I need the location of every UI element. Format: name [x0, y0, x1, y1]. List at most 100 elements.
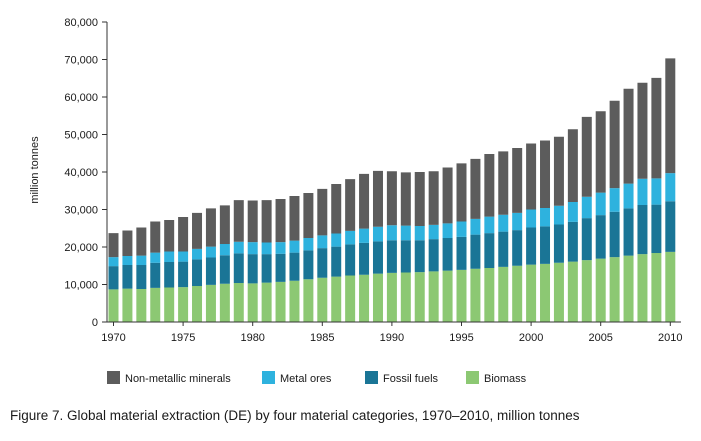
bar-segment-fossil-fuels-2010: [665, 201, 676, 252]
bar-segment-biomass-1986: [331, 276, 342, 323]
bar-segment-biomass-1993: [428, 271, 439, 323]
bar-segment-non-metallic-minerals-1998: [498, 151, 509, 215]
bar-segment-metal-ores-1979: [233, 241, 244, 254]
bar-segment-non-metallic-minerals-2001: [540, 140, 551, 208]
bar-segment-metal-ores-2010: [665, 173, 676, 202]
bar-segment-fossil-fuels-1999: [512, 230, 523, 266]
bar-segment-fossil-fuels-1974: [164, 262, 175, 288]
bar-segment-non-metallic-minerals-1976: [192, 212, 203, 249]
bar-segment-metal-ores-1971: [122, 256, 133, 265]
bar-segment-fossil-fuels-1970: [108, 266, 119, 290]
legend-label-biomass: Biomass: [484, 373, 527, 385]
figure-caption: Figure 7. Global material extraction (DE…: [10, 408, 580, 423]
bar-segment-biomass-1975: [178, 287, 189, 323]
y-tick-label: 80,000: [64, 17, 98, 29]
bar-segment-fossil-fuels-1985: [317, 248, 328, 278]
bar-segment-non-metallic-minerals-1970: [108, 233, 119, 258]
bar-segment-metal-ores-1982: [275, 242, 286, 254]
bar-segment-metal-ores-2009: [651, 178, 662, 205]
legend-label-fossil-fuels: Fossil fuels: [383, 373, 439, 385]
x-tick-label: 1970: [101, 332, 125, 344]
bar-segment-non-metallic-minerals-1972: [136, 227, 147, 256]
y-axis-title: million tonnes: [29, 136, 41, 204]
bar-segment-fossil-fuels-1987: [345, 244, 356, 276]
bar-segment-non-metallic-minerals-2010: [665, 58, 676, 174]
bar-segment-metal-ores-2003: [567, 202, 578, 222]
bar-segment-biomass-1998: [498, 266, 509, 323]
bar-segment-biomass-1976: [192, 286, 203, 322]
bar-segment-biomass-1992: [414, 272, 425, 323]
bar-segment-non-metallic-minerals-2000: [526, 143, 537, 210]
bar-segment-biomass-1981: [261, 282, 272, 323]
bar-segment-biomass-1983: [289, 280, 300, 322]
bar-segment-non-metallic-minerals-1990: [386, 171, 397, 226]
bar-segment-metal-ores-1976: [192, 248, 203, 260]
bar-segment-biomass-2002: [553, 262, 564, 322]
bar-segment-metal-ores-1984: [303, 238, 314, 251]
bar-segment-non-metallic-minerals-1999: [512, 148, 523, 213]
bar-segment-fossil-fuels-1984: [303, 250, 314, 280]
bar-segment-metal-ores-1975: [178, 251, 189, 262]
bar-segment-fossil-fuels-1995: [456, 236, 467, 270]
bar-segment-fossil-fuels-2005: [595, 215, 606, 259]
bar-segment-fossil-fuels-1979: [233, 253, 244, 284]
bar-segment-biomass-2006: [609, 257, 620, 323]
bar-segment-non-metallic-minerals-1978: [219, 205, 230, 245]
chart: million tonnes 0 10,000 20,000 30,000 40,000…: [29, 17, 683, 385]
bar-segment-biomass-1979: [233, 283, 244, 322]
bar-segment-fossil-fuels-1997: [484, 233, 495, 269]
bar-segment-biomass-1973: [150, 287, 161, 323]
y-tick-label: 40,000: [64, 167, 98, 179]
bar-segment-metal-ores-1993: [428, 224, 439, 240]
bar-segment-non-metallic-minerals-1985: [317, 188, 328, 236]
bar-segment-fossil-fuels-2008: [637, 205, 648, 255]
bar-segment-biomass-2005: [595, 258, 606, 323]
bar-segment-biomass-1985: [317, 277, 328, 322]
bar-segment-non-metallic-minerals-1994: [442, 167, 453, 224]
bar-segment-fossil-fuels-2006: [609, 211, 620, 258]
y-tick-label: 70,000: [64, 55, 98, 67]
bar-segment-metal-ores-1981: [261, 242, 272, 255]
x-tick-label: 1985: [310, 332, 334, 344]
bar-segment-metal-ores-2008: [637, 178, 648, 205]
bar-segment-biomass-2009: [651, 253, 662, 322]
bar-segment-non-metallic-minerals-1974: [164, 220, 175, 252]
bar-segment-fossil-fuels-1983: [289, 252, 300, 281]
bar-segment-non-metallic-minerals-2009: [651, 77, 662, 179]
bar-segment-metal-ores-2005: [595, 192, 606, 216]
bar-segment-fossil-fuels-2000: [526, 227, 537, 265]
bar-segment-fossil-fuels-1976: [192, 259, 203, 287]
y-tick-label: 0: [92, 317, 98, 329]
bar-segment-non-metallic-minerals-2008: [637, 82, 648, 179]
bar-segment-biomass-1974: [164, 287, 175, 322]
bar-segment-metal-ores-1990: [386, 225, 397, 241]
bar-segment-fossil-fuels-1992: [414, 240, 425, 273]
bar-segment-non-metallic-minerals-1971: [122, 230, 133, 256]
bar-segment-biomass-1989: [372, 273, 383, 323]
bar-segment-metal-ores-1986: [331, 233, 342, 247]
bar-segment-fossil-fuels-1982: [275, 253, 286, 282]
bar-segment-fossil-fuels-1986: [331, 246, 342, 277]
bar-segment-fossil-fuels-1973: [150, 262, 161, 288]
x-tick-label: 1995: [449, 332, 473, 344]
bar-segment-metal-ores-1987: [345, 230, 356, 245]
x-tick-label: 2005: [588, 332, 612, 344]
bar-segment-non-metallic-minerals-1983: [289, 196, 300, 241]
bar-segment-fossil-fuels-1975: [178, 261, 189, 288]
bar-segment-biomass-1977: [205, 284, 216, 323]
bar-segment-non-metallic-minerals-2003: [567, 129, 578, 202]
bar-segment-non-metallic-minerals-1995: [456, 163, 467, 222]
bar-segment-fossil-fuels-1998: [498, 231, 509, 267]
bar-segment-biomass-2004: [581, 260, 592, 323]
bar-segment-biomass-1995: [456, 269, 467, 323]
bar-segment-non-metallic-minerals-1989: [372, 170, 383, 227]
bar-segment-fossil-fuels-1990: [386, 240, 397, 273]
bar-segment-biomass-2000: [526, 264, 537, 323]
bar-segment-metal-ores-1996: [470, 218, 481, 235]
bar-segment-metal-ores-2006: [609, 188, 620, 212]
bar-segment-metal-ores-1983: [289, 240, 300, 253]
bar-segment-biomass-1990: [386, 272, 397, 323]
bar-segment-metal-ores-2001: [540, 208, 551, 227]
bar-segment-metal-ores-1974: [164, 251, 175, 262]
bar-segment-biomass-2008: [637, 254, 648, 323]
